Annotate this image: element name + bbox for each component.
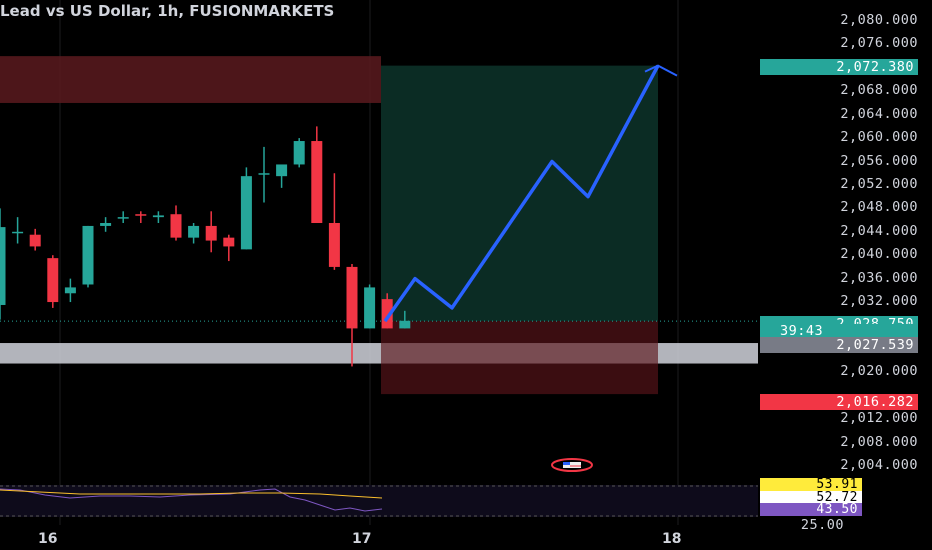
candle bbox=[381, 293, 393, 329]
candle-body bbox=[381, 299, 393, 329]
candle-body bbox=[188, 225, 200, 238]
candle bbox=[117, 211, 129, 224]
candle bbox=[311, 126, 323, 224]
candle-body bbox=[0, 227, 6, 305]
price-tick-label: 2,008.000 bbox=[840, 433, 918, 450]
target-price-tag: 2,072.380 bbox=[760, 59, 918, 75]
price-tick-label: 2,044.000 bbox=[840, 222, 918, 239]
candle-body bbox=[258, 173, 270, 175]
chart-title: Lead vs US Dollar, 1h, FUSIONMARKETS bbox=[0, 2, 335, 20]
rsi-background bbox=[0, 485, 758, 517]
candle bbox=[170, 205, 182, 241]
time-label-18: 18 bbox=[662, 531, 682, 547]
rsi-pane[interactable] bbox=[0, 485, 758, 517]
flag-icon[interactable] bbox=[551, 458, 593, 472]
time-label-16: 16 bbox=[38, 531, 58, 547]
candle bbox=[328, 173, 340, 270]
price-tick-label: 2,012.000 bbox=[840, 410, 918, 427]
price-tick-label: 2,056.000 bbox=[840, 152, 918, 169]
price-tick-label: 2,036.000 bbox=[840, 269, 918, 286]
price-tick-label: 2,076.000 bbox=[840, 35, 918, 52]
rsi-value-b-tag: 52.72 bbox=[760, 491, 862, 504]
candle-body bbox=[399, 320, 411, 329]
stop-price-tag: 2,016.282 bbox=[760, 394, 918, 410]
candle-body bbox=[240, 176, 252, 250]
candle bbox=[364, 284, 376, 329]
candle bbox=[223, 234, 235, 262]
rsi-line bbox=[0, 488, 383, 512]
candle bbox=[100, 217, 112, 232]
candle-body bbox=[328, 223, 340, 267]
candle-body bbox=[47, 258, 59, 303]
candle-body bbox=[346, 266, 358, 329]
candle bbox=[293, 138, 305, 168]
candle-body bbox=[223, 237, 235, 247]
long-position-loss-area[interactable] bbox=[381, 321, 658, 395]
price-tick-label: 2,052.000 bbox=[840, 175, 918, 192]
candle-body bbox=[100, 223, 112, 226]
candle bbox=[188, 223, 200, 244]
candle-body bbox=[364, 287, 376, 329]
candle bbox=[346, 263, 358, 367]
candle-body bbox=[29, 234, 41, 247]
candles bbox=[0, 126, 411, 367]
price-tick-label: 2,032.000 bbox=[840, 293, 918, 310]
candle-body bbox=[117, 217, 129, 219]
candle bbox=[0, 208, 6, 320]
time-label-17: 17 bbox=[352, 531, 372, 547]
projection-path[interactable] bbox=[383, 64, 660, 323]
price-tick-label: 2,064.000 bbox=[840, 105, 918, 122]
long-position-profit-area[interactable] bbox=[381, 65, 658, 322]
candle-body bbox=[152, 215, 164, 218]
candle bbox=[47, 255, 59, 308]
candle-body bbox=[170, 214, 182, 238]
price-tick-label: 2,048.000 bbox=[840, 199, 918, 216]
rsi-level-label: 25.00 bbox=[800, 517, 844, 533]
price-tick-label: 2,080.000 bbox=[840, 12, 918, 28]
price-tick-label: 2,040.000 bbox=[840, 246, 918, 263]
candle bbox=[399, 310, 411, 329]
candle bbox=[240, 167, 252, 250]
candle bbox=[29, 228, 41, 251]
candle bbox=[12, 217, 24, 244]
rsi-ma-line bbox=[0, 489, 383, 499]
candle-body bbox=[311, 141, 323, 224]
rsi-value-a-tag: 53.91 bbox=[760, 478, 862, 491]
rsi-value-c-tag: 43.50 bbox=[760, 503, 862, 516]
candle bbox=[205, 211, 217, 253]
price-tick-label: 2,020.000 bbox=[840, 363, 918, 380]
countdown-tag: 39:43 bbox=[760, 324, 918, 338]
prev-close-tag: 2,027.539 bbox=[760, 337, 918, 353]
candle-body bbox=[12, 231, 24, 234]
candle-body bbox=[135, 214, 147, 216]
candle-body bbox=[64, 287, 76, 294]
candle bbox=[258, 146, 270, 203]
candle-body bbox=[276, 164, 288, 177]
candle-body bbox=[82, 225, 94, 285]
price-tick-label: 2,060.000 bbox=[840, 129, 918, 146]
candle bbox=[135, 211, 147, 224]
candle bbox=[64, 278, 76, 303]
candle bbox=[276, 164, 288, 188]
candle bbox=[152, 211, 164, 224]
candle bbox=[82, 225, 94, 288]
price-tick-label: 2,004.000 bbox=[840, 457, 918, 473]
projection-arrowhead bbox=[644, 64, 678, 77]
candle-body bbox=[205, 225, 217, 241]
candle-body bbox=[293, 141, 305, 165]
supply-zone[interactable] bbox=[0, 56, 381, 103]
price-tick-label: 2,068.000 bbox=[840, 82, 918, 99]
